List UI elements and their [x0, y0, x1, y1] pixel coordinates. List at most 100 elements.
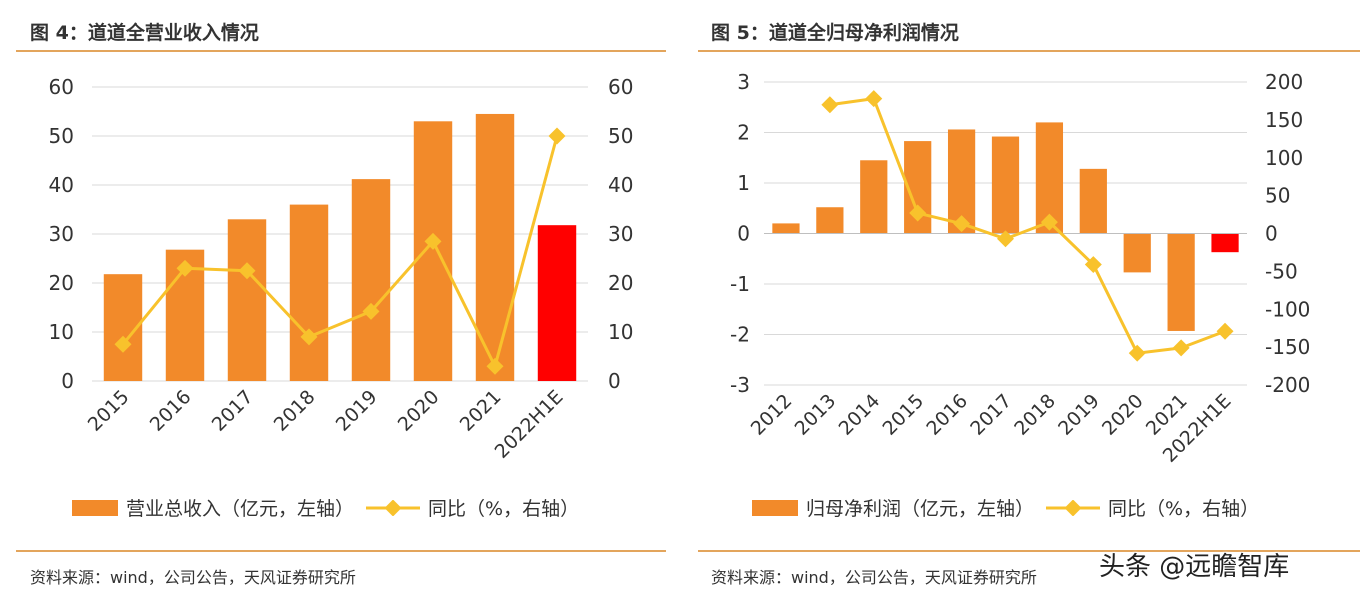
category-tick-label: 2019 [332, 386, 382, 436]
category-tick-label: 2012 [747, 390, 797, 440]
right-axis-tick-label: 50 [1265, 184, 1290, 208]
line-point-marker [1128, 344, 1146, 362]
legend-bar-swatch [72, 499, 118, 516]
legend-line-swatch [366, 499, 421, 516]
right-axis-tick-label: 50 [608, 124, 633, 148]
right-axis-tick-label: -200 [1265, 373, 1310, 397]
bar [1079, 168, 1107, 234]
right-axis-tick-label: -100 [1265, 297, 1310, 321]
left-axis-tick-label: -3 [730, 373, 750, 397]
series-line [829, 97, 1226, 355]
category-tick-label: 2018 [1010, 390, 1060, 440]
left-axis-tick-label: 20 [49, 271, 74, 295]
legend-bar-swatch [752, 499, 798, 516]
right-chart-panel: 图 5：道道全归母净利润情况 -3 -2 -1 0 1 2 3 -200 -150 -100 -50… [690, 0, 1369, 596]
bar [537, 225, 577, 381]
category-tick-label: 2018 [270, 386, 320, 436]
category-tick-label: 2015 [84, 386, 134, 436]
bar [1123, 233, 1151, 273]
left-axis-tick-label: 50 [49, 124, 74, 148]
line-point-marker [865, 90, 883, 108]
right-axis-tick-label: -150 [1265, 335, 1310, 359]
left-title-rule [16, 50, 666, 52]
left-axis-tick-label: 3 [737, 70, 750, 94]
category-tick-label: 2017 [966, 390, 1016, 440]
left-chart-panel: 图 4：道道全营业收入情况 0 10 20 30 40 50 60 0 10 20 30 40 50 60… [0, 0, 680, 596]
left-axis-tick-label: 60 [49, 75, 74, 99]
bar [860, 160, 888, 234]
line-point-marker [953, 215, 971, 233]
left-source-note: 资料来源：wind，公司公告，天风证券研究所 [30, 568, 356, 587]
line-point-marker [548, 127, 566, 145]
right-chart-title: 图 5：道道全归母净利润情况 [711, 22, 959, 44]
right-axis-tick-label: 30 [608, 222, 633, 246]
bar [1167, 233, 1195, 331]
right-axis-tick-label: 20 [608, 271, 633, 295]
right-source-note: 资料来源：wind，公司公告，天风证券研究所 [711, 568, 1037, 587]
bar [816, 207, 844, 234]
left-axis-tick-label: 0 [61, 369, 74, 393]
bar [1211, 233, 1239, 253]
left-axis-tick-label: -1 [730, 272, 750, 296]
left-axis-tick-label: 0 [737, 222, 750, 246]
line-point-marker [114, 335, 132, 353]
line-point-marker [997, 230, 1014, 248]
left-source-rule [16, 550, 666, 552]
category-tick-label: 2019 [1054, 390, 1104, 440]
line-point-marker [486, 357, 504, 375]
right-axis-tick-label: 40 [608, 173, 633, 197]
legend-line-label: 同比（%，右轴） [428, 498, 580, 520]
right-axis-tick-label: -50 [1265, 259, 1298, 283]
right-axis-tick-label: 0 [608, 369, 621, 393]
category-tick-label: 2020 [1098, 390, 1148, 440]
category-tick-label: 2020 [394, 386, 444, 436]
left-axis-tick-label: 2 [737, 121, 750, 145]
category-tick-label: 2016 [146, 386, 196, 436]
right-axis-tick-label: 200 [1265, 70, 1303, 94]
category-tick-label: 2021 [456, 386, 506, 436]
line-point-marker [424, 232, 442, 250]
right-chart-svg: -3 -2 -1 0 1 2 3 -200 -150 -100 -50 0 50 100 150 200 201… [730, 70, 1310, 467]
watermark-text: 头条 @远瞻智库 [1099, 552, 1290, 582]
line-point-marker [362, 302, 380, 320]
line-point-marker [821, 96, 839, 114]
bar [227, 219, 267, 381]
right-axis-tick-label: 0 [1265, 222, 1278, 246]
right-axis-tick-label: 60 [608, 75, 633, 99]
line-point-marker [1084, 256, 1102, 274]
left-chart-legend: 营业总收入（亿元，左轴） 同比（%，右轴） [72, 494, 579, 521]
bar [475, 113, 515, 381]
line-point-marker [300, 328, 318, 346]
bar [991, 136, 1020, 234]
legend-bar-label: 归母净利润（亿元，左轴） [806, 498, 1035, 520]
legend-line-label: 同比（%，右轴） [1108, 498, 1260, 520]
right-axis-tick-label: 150 [1265, 108, 1303, 132]
left-axis-tick-label: -2 [730, 323, 750, 347]
category-tick-label: 2017 [208, 386, 258, 436]
category-tick-label: 2013 [791, 390, 841, 440]
category-tick-label: 2016 [922, 390, 972, 440]
left-axis-tick-label: 40 [49, 173, 74, 197]
bar [289, 204, 329, 381]
series-line [121, 135, 559, 368]
bar [351, 179, 391, 381]
line-point-marker [1040, 213, 1058, 231]
left-axis-tick-label: 1 [737, 171, 750, 195]
category-tick-label: 2015 [878, 390, 928, 440]
line-point-marker [1172, 339, 1190, 357]
left-axis-tick-label: 30 [49, 222, 74, 246]
category-tick-label: 2022H1E [491, 386, 568, 463]
right-title-rule [698, 50, 1360, 52]
category-tick-label: 2014 [835, 390, 885, 440]
line-point-marker [176, 259, 194, 277]
right-source-rule [698, 550, 1360, 552]
left-chart-title: 图 4：道道全营业收入情况 [30, 22, 259, 44]
right-chart-legend: 归母净利润（亿元，左轴） 同比（%，右轴） [752, 494, 1259, 521]
line-point-marker [909, 204, 927, 222]
legend-line-swatch [1046, 499, 1101, 516]
left-axis-tick-label: 10 [49, 320, 74, 344]
right-axis-tick-label: 10 [608, 320, 633, 344]
line-point-marker [238, 262, 256, 280]
bar [413, 121, 453, 382]
